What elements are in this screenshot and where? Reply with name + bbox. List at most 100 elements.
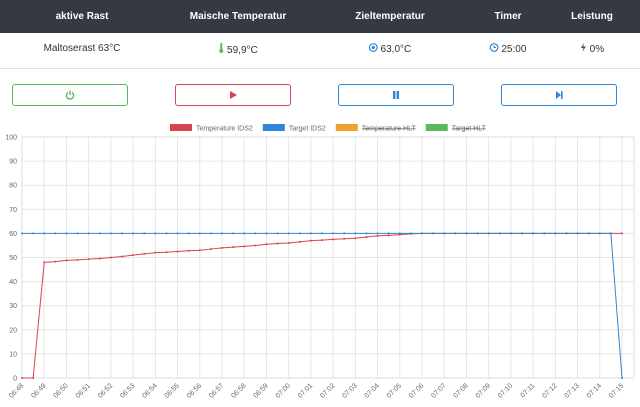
- start-button[interactable]: [175, 84, 291, 106]
- x-tick-label: 07:09: [475, 382, 492, 399]
- x-tick-label: 06:53: [119, 382, 136, 399]
- header-cell: Zieltemperatur: [355, 11, 425, 22]
- point: [309, 232, 312, 235]
- x-tick-label: 07:10: [497, 382, 514, 399]
- point: [98, 232, 101, 235]
- skip-button[interactable]: [501, 84, 617, 106]
- point: [265, 232, 268, 235]
- point: [454, 232, 457, 235]
- legend-swatch: [335, 124, 358, 131]
- point: [343, 232, 346, 235]
- point: [465, 232, 468, 235]
- x-tick-label: 06:51: [75, 382, 92, 399]
- point: [165, 232, 168, 235]
- y-tick-label: 10: [9, 351, 17, 358]
- point: [354, 237, 357, 240]
- point: [521, 232, 523, 235]
- thermometer-icon: [219, 43, 224, 53]
- point: [321, 239, 323, 242]
- x-tick-label: 07:04: [364, 382, 381, 399]
- point: [154, 251, 157, 254]
- point: [621, 377, 623, 379]
- skip-icon: [556, 91, 563, 99]
- point: [65, 259, 68, 262]
- point: [276, 242, 279, 245]
- point: [176, 250, 179, 253]
- point: [87, 232, 90, 235]
- cell: 0%: [580, 43, 604, 55]
- cell: Maltoserast 63°C: [43, 43, 121, 54]
- point: [54, 260, 57, 263]
- cell-value: 59,9°C: [227, 45, 258, 56]
- point: [109, 232, 112, 235]
- play-icon: [230, 91, 237, 99]
- point: [498, 232, 501, 235]
- point: [621, 232, 623, 235]
- cell: 63,0°C: [368, 43, 411, 55]
- y-tick-label: 20: [9, 327, 17, 334]
- y-tick-label: 40: [9, 279, 17, 286]
- header-cell: aktive Rast: [55, 11, 109, 22]
- point: [32, 377, 35, 379]
- x-tick-label: 06:58: [230, 382, 247, 399]
- point: [143, 232, 146, 235]
- point: [387, 234, 390, 237]
- y-tick-label: 100: [5, 135, 17, 142]
- point: [309, 239, 312, 242]
- point: [443, 232, 446, 235]
- plot-border: [21, 136, 635, 379]
- point: [43, 232, 46, 235]
- point: [554, 232, 557, 235]
- legend-label: Target HLT: [452, 126, 487, 133]
- y-tick-label: 90: [9, 159, 17, 166]
- bolt-icon: [580, 43, 586, 52]
- point: [587, 232, 590, 235]
- point: [298, 232, 301, 235]
- point: [298, 240, 301, 243]
- header-cell: Maische Temperatur: [189, 11, 287, 22]
- point: [32, 232, 35, 235]
- point: [76, 258, 79, 261]
- point: [243, 245, 246, 248]
- x-tick-label: 07:06: [408, 382, 425, 399]
- point: [576, 232, 579, 235]
- point: [232, 246, 235, 249]
- x-tick-label: 06:52: [97, 382, 114, 399]
- x-tick-label: 07:02: [319, 382, 336, 399]
- x-tick-label: 07:01: [297, 382, 314, 399]
- point: [409, 232, 412, 235]
- x-tick-label: 07:00: [275, 382, 292, 399]
- point: [132, 254, 135, 257]
- y-tick-label: 50: [9, 255, 17, 262]
- header-cell: Leistung: [571, 11, 613, 22]
- legend-label: Temperature HLT: [362, 126, 417, 133]
- x-tick-label: 07:12: [541, 382, 558, 399]
- point: [543, 232, 546, 235]
- clock-icon: [489, 43, 499, 52]
- point: [132, 232, 135, 235]
- x-tick-label: 06:49: [30, 382, 47, 399]
- point: [321, 232, 323, 235]
- point: [509, 232, 512, 235]
- pause-button[interactable]: [338, 84, 454, 106]
- point: [21, 232, 23, 235]
- point: [187, 249, 190, 252]
- point: [76, 232, 79, 235]
- point: [343, 237, 346, 240]
- legend-swatch: [170, 124, 192, 131]
- power-button[interactable]: [12, 84, 128, 106]
- x-tick-label: 06:48: [8, 382, 25, 399]
- point: [109, 256, 112, 259]
- x-tick-label: 06:54: [141, 382, 158, 399]
- header-cell: Timer: [494, 11, 522, 22]
- x-tick-label: 07:08: [453, 382, 470, 399]
- cell-value: 25:00: [501, 44, 527, 55]
- x-tick-label: 06:55: [164, 382, 181, 399]
- point: [254, 232, 257, 235]
- point: [209, 248, 212, 251]
- point: [198, 232, 201, 235]
- point: [598, 232, 601, 235]
- x-tick-label: 06:50: [53, 382, 70, 399]
- y-tick-label: 60: [9, 231, 17, 238]
